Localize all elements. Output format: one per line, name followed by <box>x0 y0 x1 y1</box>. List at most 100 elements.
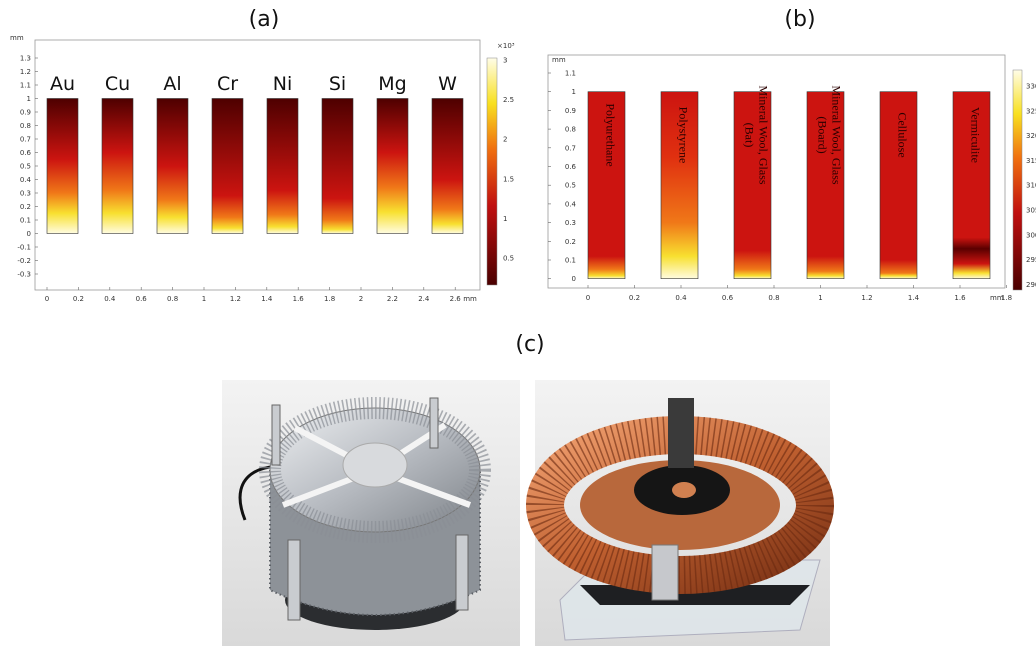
colorbar-tick-label: 1.5 <box>503 175 514 183</box>
y-tick-label: 0.7 <box>20 136 31 144</box>
x-unit: mm <box>463 295 477 303</box>
y-tick-label: 0.5 <box>20 163 31 171</box>
material-label: Mg <box>378 73 406 95</box>
y-unit: mm <box>552 56 566 64</box>
colorbar-tick-label: 330 <box>1026 83 1036 91</box>
material-label: Polyurethane <box>604 103 618 166</box>
colorbar-tick-label: 1 <box>503 215 507 223</box>
x-tick-label: 0.2 <box>73 295 84 303</box>
y-tick-label: 0.9 <box>20 109 31 117</box>
material-label: Mineral Wool, Glass <box>757 85 771 184</box>
y-tick-label: 0.4 <box>565 200 577 208</box>
x-tick-label: 1 <box>202 295 206 303</box>
colorbar-tick-label: 2.5 <box>503 96 514 104</box>
colorbar-exponent: ×10³ <box>497 42 515 50</box>
material-bar <box>587 91 626 279</box>
material-bar <box>101 98 134 234</box>
x-tick-label: 1.8 <box>1001 294 1012 302</box>
colorbar-tick-label: 0.5 <box>503 255 514 263</box>
y-tick-label: 0.3 <box>565 219 576 227</box>
panel-label: (c) <box>515 332 544 357</box>
fins-top <box>259 397 491 543</box>
material-label: Cellulose <box>896 112 910 157</box>
colorbar-tick-label: 310 <box>1026 182 1036 190</box>
colorbar-tick-label: 325 <box>1026 107 1036 115</box>
colorbar-tick-label: 315 <box>1026 157 1036 165</box>
y-tick-label: 0.8 <box>20 122 31 130</box>
x-tick-label: 0.6 <box>136 295 148 303</box>
y-tick-label: 0.1 <box>565 257 576 265</box>
latch <box>651 544 679 601</box>
y-tick-label: 0.7 <box>565 144 576 152</box>
x-tick-label: 2 <box>359 295 363 303</box>
y-tick-label: 1.1 <box>565 70 576 78</box>
material-bar <box>952 91 991 279</box>
y-tick-label: 1 <box>572 88 576 96</box>
material-bar <box>156 98 189 234</box>
x-tick-label: 1.6 <box>293 295 305 303</box>
y-tick-label: 0.9 <box>565 107 576 115</box>
material-bar <box>211 98 244 234</box>
x-tick-label: 1.6 <box>954 294 966 302</box>
material-label: Vermiculite <box>969 107 983 163</box>
y-tick-label: 1.3 <box>20 55 31 63</box>
colorbar-tick-label: 290 <box>1026 281 1036 289</box>
x-tick-label: 0 <box>45 295 49 303</box>
material-bar <box>660 91 699 279</box>
y-tick-label: 0 <box>572 275 576 283</box>
x-tick-label: 0.8 <box>768 294 779 302</box>
material-bar <box>266 98 299 234</box>
colorbar-tick-label: 2 <box>503 136 507 144</box>
material-label: (Board) <box>816 116 830 153</box>
y-tick-label: 1 <box>27 95 31 103</box>
material-label: Al <box>163 73 181 95</box>
y-tick-label: 0 <box>27 230 31 238</box>
clip-arm <box>668 398 694 468</box>
y-tick-label: 0.1 <box>20 217 31 225</box>
x-tick-label: 0.4 <box>675 294 687 302</box>
y-tick-label: 1.2 <box>20 68 31 76</box>
y-tick-label: -0.2 <box>17 257 31 265</box>
material-label: Mineral Wool, Glass <box>830 85 844 184</box>
material-bar <box>806 91 845 279</box>
y-tick-label: 0.2 <box>565 238 576 246</box>
x-tick-label: 0.8 <box>167 295 178 303</box>
x-tick-label: 0.6 <box>722 294 734 302</box>
y-tick-label: 1.1 <box>20 82 31 90</box>
clip-hole <box>672 482 696 498</box>
colorbar-tick-label: 295 <box>1026 256 1036 264</box>
x-tick-label: 0 <box>586 294 590 302</box>
copper-fins <box>526 416 834 594</box>
material-bar <box>376 98 409 234</box>
material-label: Ni <box>273 73 293 95</box>
hub <box>342 442 408 488</box>
photos <box>222 380 834 646</box>
x-tick-label: 1.4 <box>908 294 920 302</box>
material-bar <box>879 91 918 279</box>
panel-label: (b) <box>784 7 815 32</box>
y-tick-label: 0.3 <box>20 190 31 198</box>
x-tick-label: 2.2 <box>387 295 398 303</box>
x-tick-label: 2.4 <box>418 295 430 303</box>
y-tick-label: 0.6 <box>20 149 32 157</box>
colorbar-tick-label: 300 <box>1026 231 1036 239</box>
colorbar <box>1012 69 1023 291</box>
material-label: Cr <box>217 73 238 95</box>
x-tick-label: 1 <box>818 294 822 302</box>
y-tick-label: -0.1 <box>17 244 31 252</box>
colorbar-tick-label: 305 <box>1026 207 1036 215</box>
x-unit: mm <box>990 294 1004 302</box>
y-tick-label: 0.8 <box>565 126 576 134</box>
y-tick-label: 0.6 <box>565 163 577 171</box>
colorbar-tick-label: 320 <box>1026 132 1036 140</box>
material-bar <box>733 91 772 279</box>
y-tick-label: 0.5 <box>565 182 576 190</box>
y-tick-label: 0.4 <box>20 176 32 184</box>
x-tick-label: 1.2 <box>861 294 872 302</box>
material-label: Au <box>50 73 75 95</box>
x-tick-label: 1.2 <box>230 295 241 303</box>
y-tick-label: -0.3 <box>17 271 31 279</box>
y-unit: mm <box>10 34 24 42</box>
colorbar <box>486 57 498 286</box>
